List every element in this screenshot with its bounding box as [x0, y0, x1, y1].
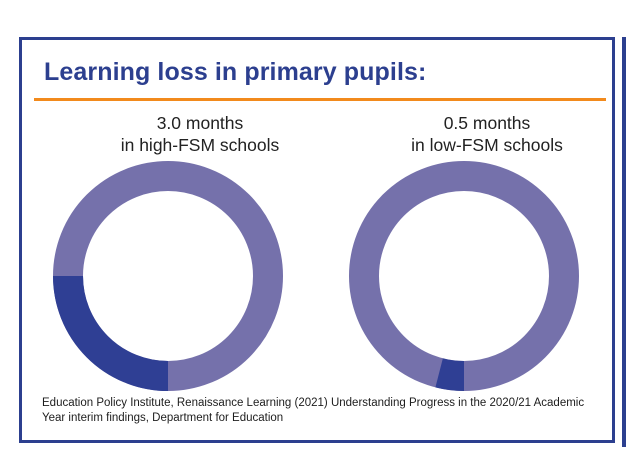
- donut-slice-high-fsm: [53, 275, 169, 391]
- chart-title: Learning loss in primary pupils:: [44, 58, 427, 86]
- orange-divider: [34, 98, 606, 101]
- donut-chart-low-fsm: [349, 161, 579, 391]
- caption-high-fsm: 3.0 months in high-FSM schools: [80, 112, 320, 156]
- caption-low-fsm-label: in low-FSM schools: [411, 135, 563, 155]
- caption-low-fsm: 0.5 months in low-FSM schools: [367, 112, 607, 156]
- caption-high-fsm-label: in high-FSM schools: [120, 135, 280, 155]
- caption-high-fsm-value: 3.0 months: [156, 113, 244, 133]
- source-citation: Education Policy Institute, Renaissance …: [42, 397, 585, 424]
- adjacent-panel-edge: [622, 37, 626, 447]
- donut-chart-high-fsm: [53, 161, 283, 391]
- caption-low-fsm-value: 0.5 months: [443, 113, 531, 133]
- donut-ring-low-fsm: [349, 161, 579, 391]
- donut-slice-low-fsm: [435, 358, 465, 391]
